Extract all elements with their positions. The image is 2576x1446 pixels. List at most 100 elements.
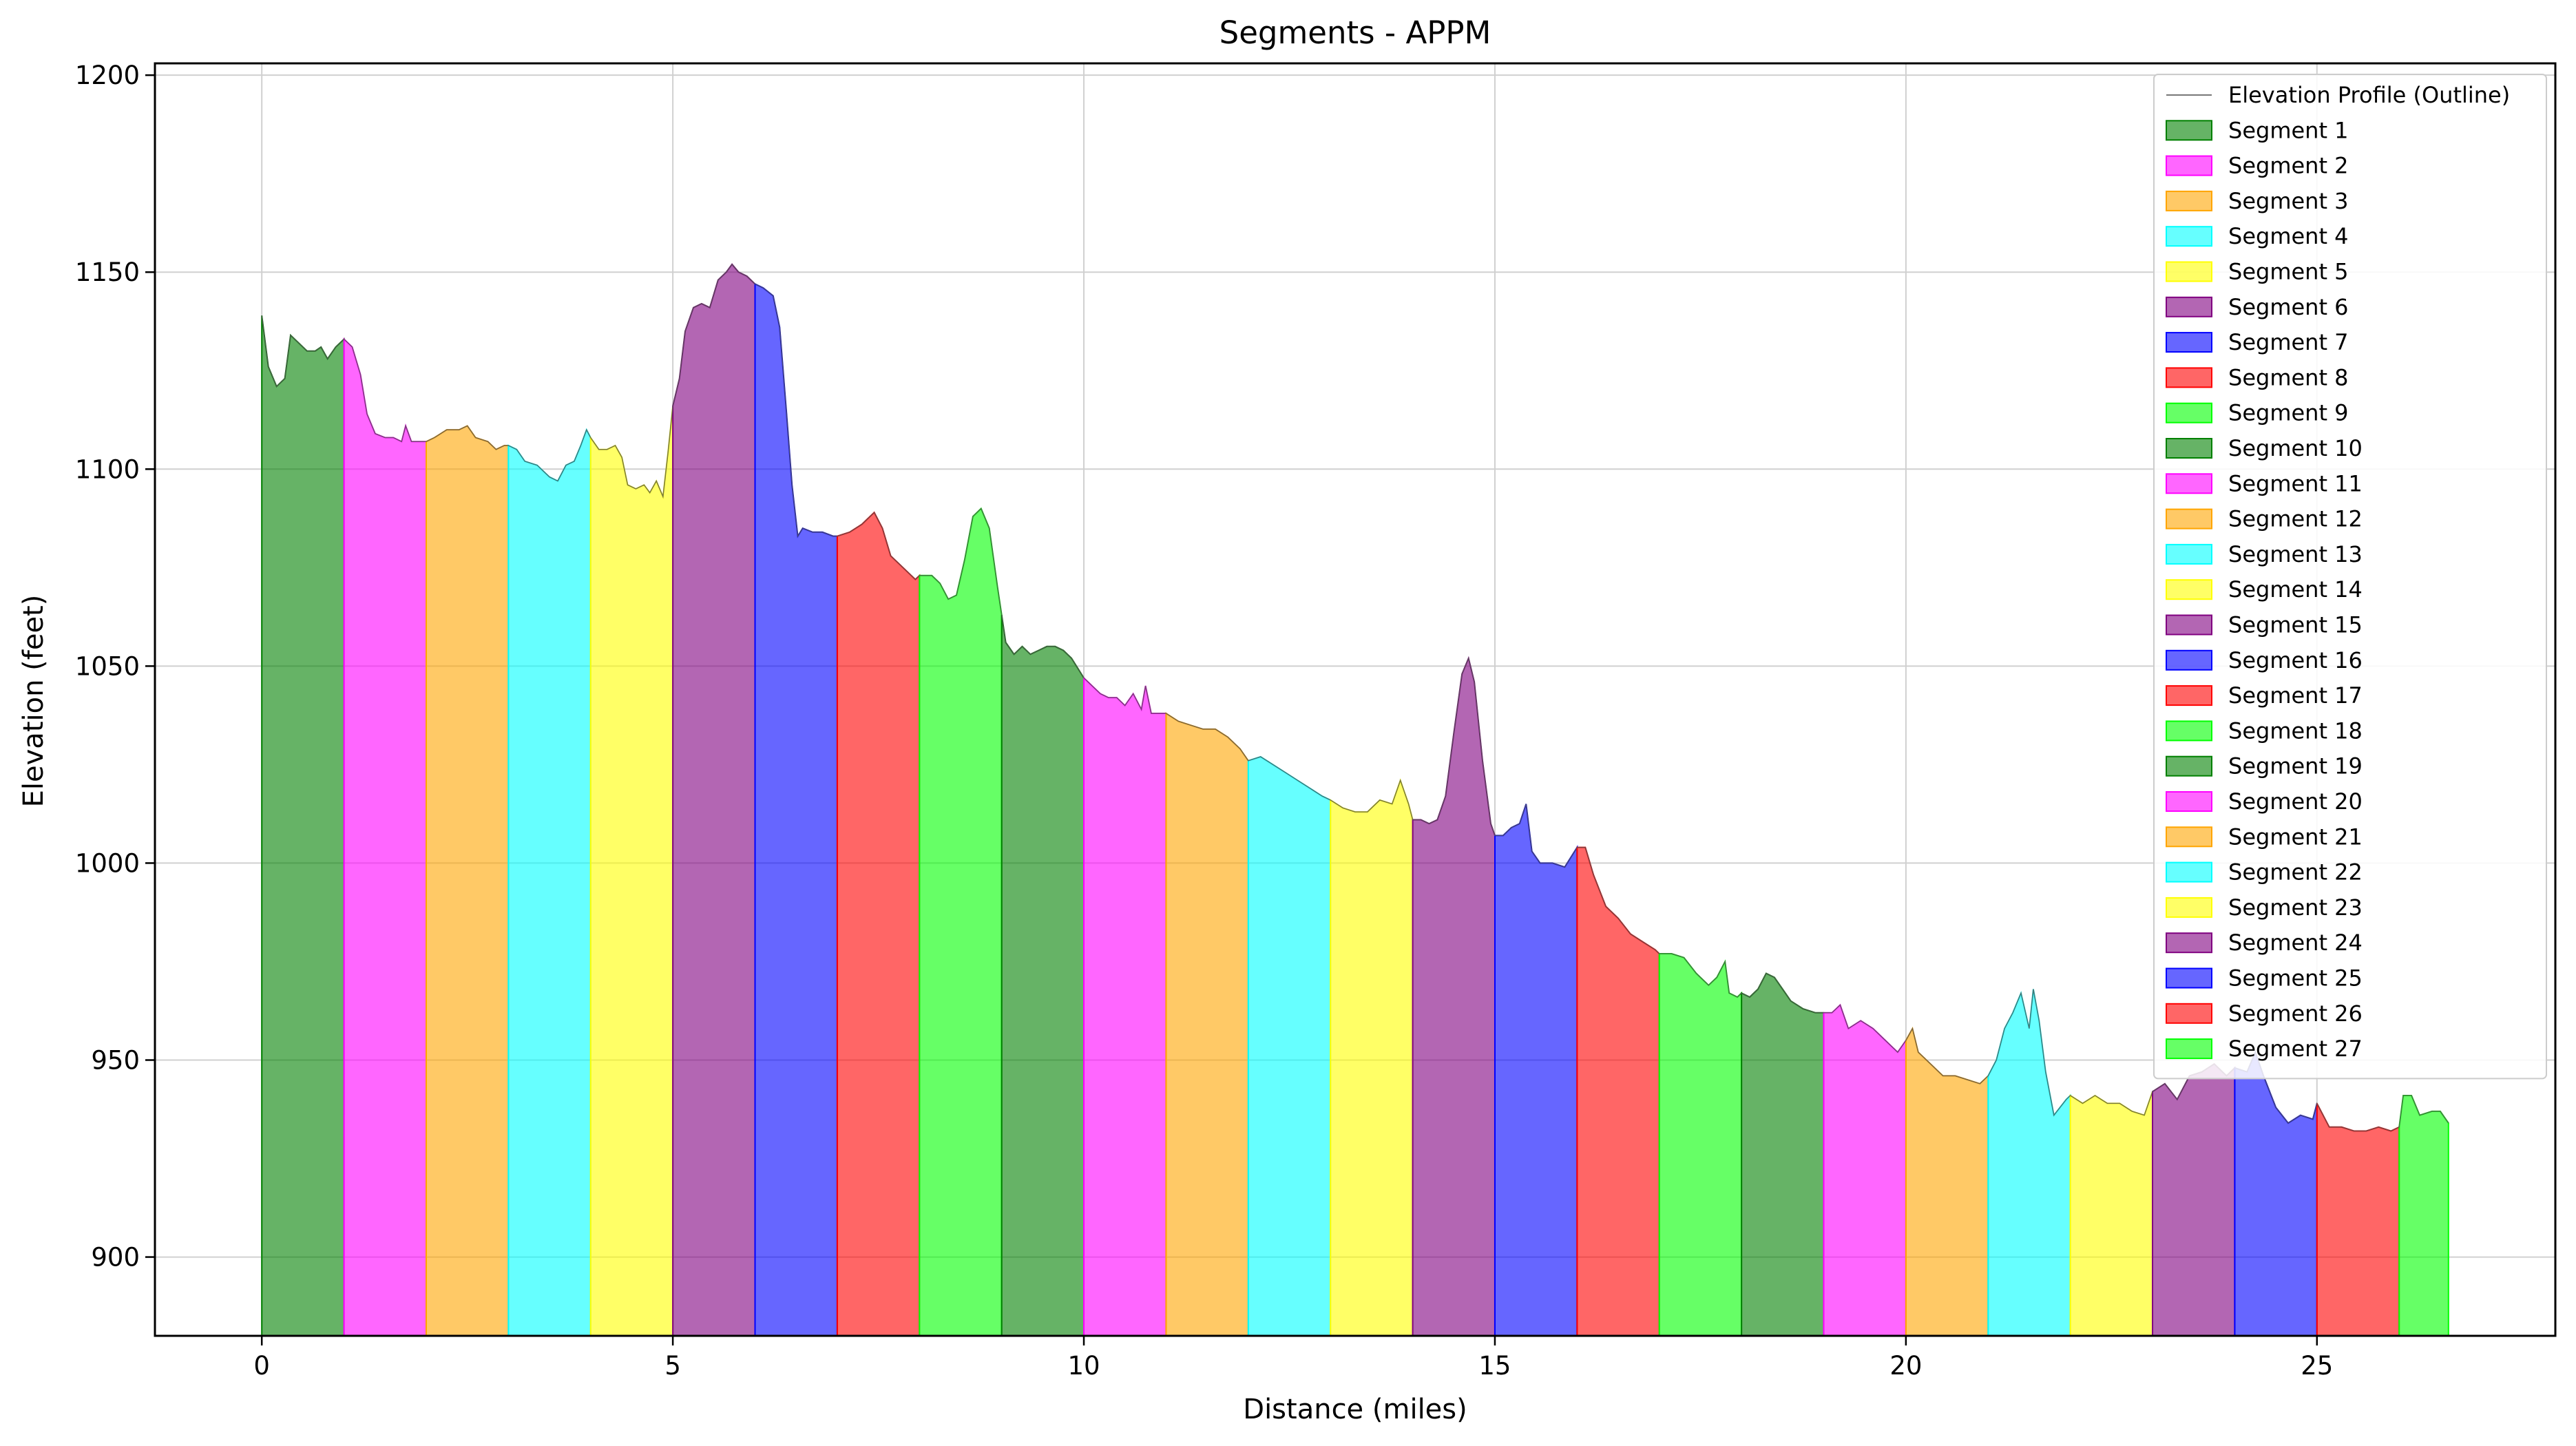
segment-area xyxy=(1165,712,1249,1337)
legend-swatch xyxy=(2166,579,2212,600)
legend-swatch xyxy=(2166,1003,2212,1024)
segment-area xyxy=(2398,1095,2449,1337)
legend-swatch xyxy=(2166,543,2212,565)
legend-label: Segment 20 xyxy=(2228,788,2363,815)
legend-swatch xyxy=(2166,614,2212,636)
segment-area xyxy=(507,428,591,1337)
legend-swatch xyxy=(2166,826,2212,848)
legend-swatch xyxy=(2166,402,2212,423)
y-tick-label: 950 xyxy=(91,1046,140,1076)
segment-area xyxy=(261,315,345,1337)
legend-label: Segment 19 xyxy=(2228,753,2363,779)
legend-label: Segment 21 xyxy=(2228,824,2363,850)
segment-area xyxy=(1082,676,1167,1337)
segment-area xyxy=(754,282,838,1337)
legend-label: Segment 22 xyxy=(2228,859,2363,886)
legend-swatch xyxy=(2166,332,2212,353)
segment-area xyxy=(919,507,1003,1337)
y-tick-label: 1050 xyxy=(75,651,140,681)
segment-area xyxy=(1741,972,1825,1337)
legend-swatch xyxy=(2166,508,2212,530)
legend-swatch xyxy=(2166,296,2212,317)
x-tick-label: 20 xyxy=(1889,1351,1922,1381)
legend-label: Segment 12 xyxy=(2228,506,2363,532)
x-tick-label: 5 xyxy=(664,1351,681,1381)
segment-area xyxy=(2151,1062,2236,1337)
segment-area xyxy=(2316,1102,2400,1337)
segment-area xyxy=(343,337,428,1337)
segment-area xyxy=(1001,614,1085,1337)
legend-swatch xyxy=(2166,367,2212,388)
legend-label: Segment 18 xyxy=(2228,717,2363,744)
segment-area xyxy=(1987,989,2071,1337)
segment-area xyxy=(589,406,674,1337)
legend-swatch xyxy=(2166,791,2212,812)
legend-label: Segment 7 xyxy=(2228,329,2349,355)
elevation-profile-line xyxy=(261,263,2449,1132)
y-tick-label: 1100 xyxy=(75,454,140,484)
x-axis-ticks: 0 5 10 15 20 25 xyxy=(253,1336,2333,1381)
segment-areas xyxy=(261,263,2449,1337)
legend-label: Segment 5 xyxy=(2228,259,2349,285)
legend-swatch xyxy=(2166,861,2212,883)
segment-area xyxy=(2069,1091,2154,1337)
legend-label: Segment 17 xyxy=(2228,682,2363,709)
legend-label: Segment 8 xyxy=(2228,364,2349,390)
legend-swatch xyxy=(2166,261,2212,282)
segment-area xyxy=(1247,755,1332,1337)
y-tick-label: 1150 xyxy=(75,258,140,287)
x-tick-label: 0 xyxy=(253,1351,270,1381)
legend-swatch xyxy=(2166,190,2212,211)
legend-label: Segment 2 xyxy=(2228,153,2349,179)
legend-outline-label: Elevation Profile (Outline) xyxy=(2228,82,2510,108)
legend-label: Segment 24 xyxy=(2228,930,2363,956)
segment-area xyxy=(672,263,756,1337)
legend-swatch xyxy=(2166,120,2212,141)
legend-swatch xyxy=(2166,473,2212,494)
segment-area xyxy=(1494,804,1578,1337)
legend: Elevation Profile (Outline) Segment 1 Segm… xyxy=(2153,74,2547,1080)
legend-label: Segment 25 xyxy=(2228,965,2363,992)
x-tick-label: 15 xyxy=(1478,1351,1511,1381)
elevation-outline xyxy=(261,263,2449,1132)
legend-label: Segment 23 xyxy=(2228,894,2363,921)
legend-swatch xyxy=(2166,1038,2212,1060)
legend-swatch xyxy=(2166,649,2212,671)
legend-label: Segment 11 xyxy=(2228,470,2363,496)
x-tick-label: 25 xyxy=(2301,1351,2333,1381)
segment-area xyxy=(1576,846,1660,1337)
x-axis-label: Distance (miles) xyxy=(1243,1394,1467,1425)
legend-label: Segment 1 xyxy=(2228,117,2349,143)
legend-label: Segment 10 xyxy=(2228,435,2363,461)
legend-box xyxy=(2153,74,2547,1080)
segment-area xyxy=(1823,1003,1907,1337)
legend-label: Segment 6 xyxy=(2228,294,2349,320)
y-tick-label: 900 xyxy=(91,1243,140,1272)
y-tick-label: 1000 xyxy=(75,848,140,878)
segment-area xyxy=(836,511,921,1337)
chart-title: Segments - APPM xyxy=(1219,14,1491,51)
legend-label: Segment 27 xyxy=(2228,1036,2363,1062)
y-tick-label: 1200 xyxy=(75,61,140,90)
segment-area xyxy=(1905,1026,1989,1337)
x-tick-label: 10 xyxy=(1067,1351,1100,1381)
legend-swatch xyxy=(2166,155,2212,176)
y-axis-ticks: 900 950 1000 1050 1100 1150 1200 xyxy=(75,61,155,1272)
segment-area xyxy=(2234,1050,2318,1337)
legend-swatch xyxy=(2166,226,2212,247)
legend-swatch xyxy=(2166,685,2212,706)
legend-swatch xyxy=(2166,438,2212,459)
legend-swatch xyxy=(2166,932,2212,954)
legend-label: Segment 16 xyxy=(2228,647,2363,673)
legend-swatch xyxy=(2166,897,2212,918)
legend-label: Segment 4 xyxy=(2228,223,2349,249)
legend-swatch xyxy=(2166,720,2212,742)
legend-label: Segment 13 xyxy=(2228,541,2363,567)
y-axis-label: Elevation (feet) xyxy=(18,595,50,808)
legend-label: Segment 9 xyxy=(2228,400,2349,426)
segment-area xyxy=(425,425,510,1337)
legend-swatch xyxy=(2166,755,2212,777)
legend-label: Segment 3 xyxy=(2228,188,2349,214)
legend-swatch xyxy=(2166,967,2212,989)
